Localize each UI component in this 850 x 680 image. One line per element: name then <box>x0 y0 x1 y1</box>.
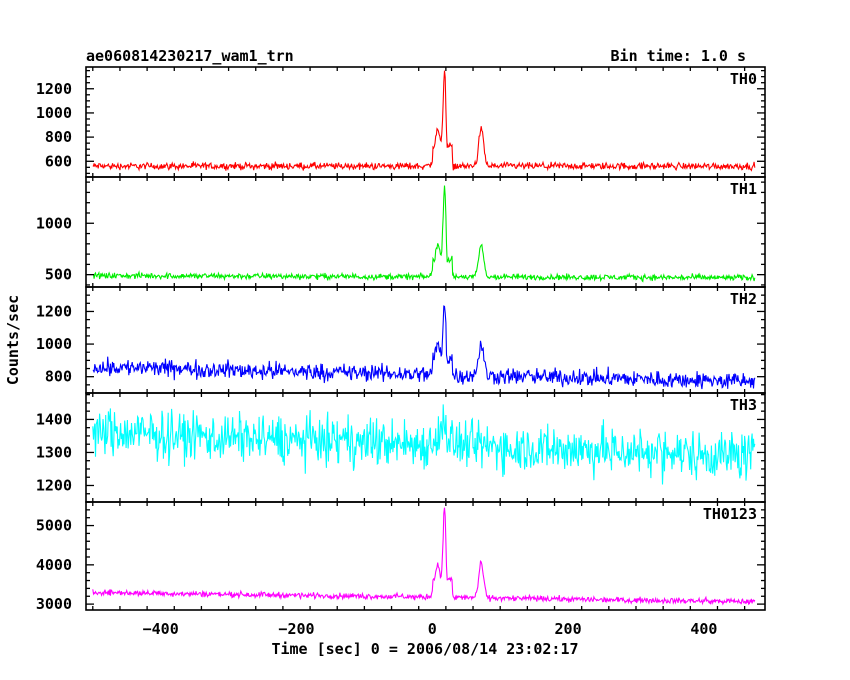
bin-time-label: Bin time: 1.0 s <box>611 47 746 65</box>
panel-frame <box>85 176 766 288</box>
y-tick-label: 500 <box>45 266 72 284</box>
x-axis-label: Time [sec] 0 = 2006/08/14 23:02:17 <box>271 640 578 658</box>
panel-label: TH2 <box>730 290 757 308</box>
y-tick-label: 1300 <box>36 443 72 461</box>
y-tick-label: 1000 <box>36 335 72 353</box>
panel-th3: 1200 1300 1400 TH3 <box>36 392 766 503</box>
panel-label: TH0123 <box>703 505 757 523</box>
y-tick-label: 4000 <box>36 556 72 574</box>
y-tick-label: 1000 <box>36 104 72 122</box>
y-tick-label: 1200 <box>36 302 72 320</box>
x-tick-label: 200 <box>555 620 582 638</box>
y-tick-label: 800 <box>45 368 72 386</box>
x-tick-label: 400 <box>690 620 717 638</box>
y-tick-label: 1200 <box>36 80 72 98</box>
panel-th0123: 3000 4000 5000 TH0123 <box>36 501 766 613</box>
panel-th0: 600 800 1000 1200 TH0 <box>36 66 766 178</box>
x-axis: −400 −200 0 200 400 <box>143 620 718 638</box>
panels-group: 600 800 1000 1200 TH0 500 1000 TH1 800 1000 1200 TH… <box>36 66 766 613</box>
series-line-th0123 <box>92 507 756 606</box>
y-tick-label: 600 <box>45 152 72 170</box>
y-tick-label: 800 <box>45 128 72 146</box>
x-tick-label: −400 <box>143 620 179 638</box>
y-tick-label: 1200 <box>36 476 72 494</box>
panel-label: TH0 <box>730 70 757 88</box>
y-axis-label: Counts/sec <box>4 295 22 385</box>
panel-th2: 800 1000 1200 TH2 <box>36 286 766 394</box>
y-tick-label: 3000 <box>36 595 72 613</box>
y-tick-label: 1400 <box>36 410 72 428</box>
x-tick-label: −200 <box>278 620 314 638</box>
series-line-th3 <box>92 404 756 485</box>
panel-frame <box>85 501 766 611</box>
series-line-th1 <box>92 185 756 283</box>
chart-title: ae060814230217_wam1_trn <box>86 47 294 65</box>
series-line-th0 <box>92 70 756 172</box>
y-tick-label: 1000 <box>36 214 72 232</box>
x-tick-label: 0 <box>428 620 437 638</box>
panel-label: TH1 <box>730 180 757 198</box>
series-line-th2 <box>92 305 756 390</box>
y-tick-label: 5000 <box>36 517 72 535</box>
panel-label: TH3 <box>730 396 757 414</box>
panel-frame <box>85 66 766 178</box>
panel-th1: 500 1000 TH1 <box>36 176 766 288</box>
